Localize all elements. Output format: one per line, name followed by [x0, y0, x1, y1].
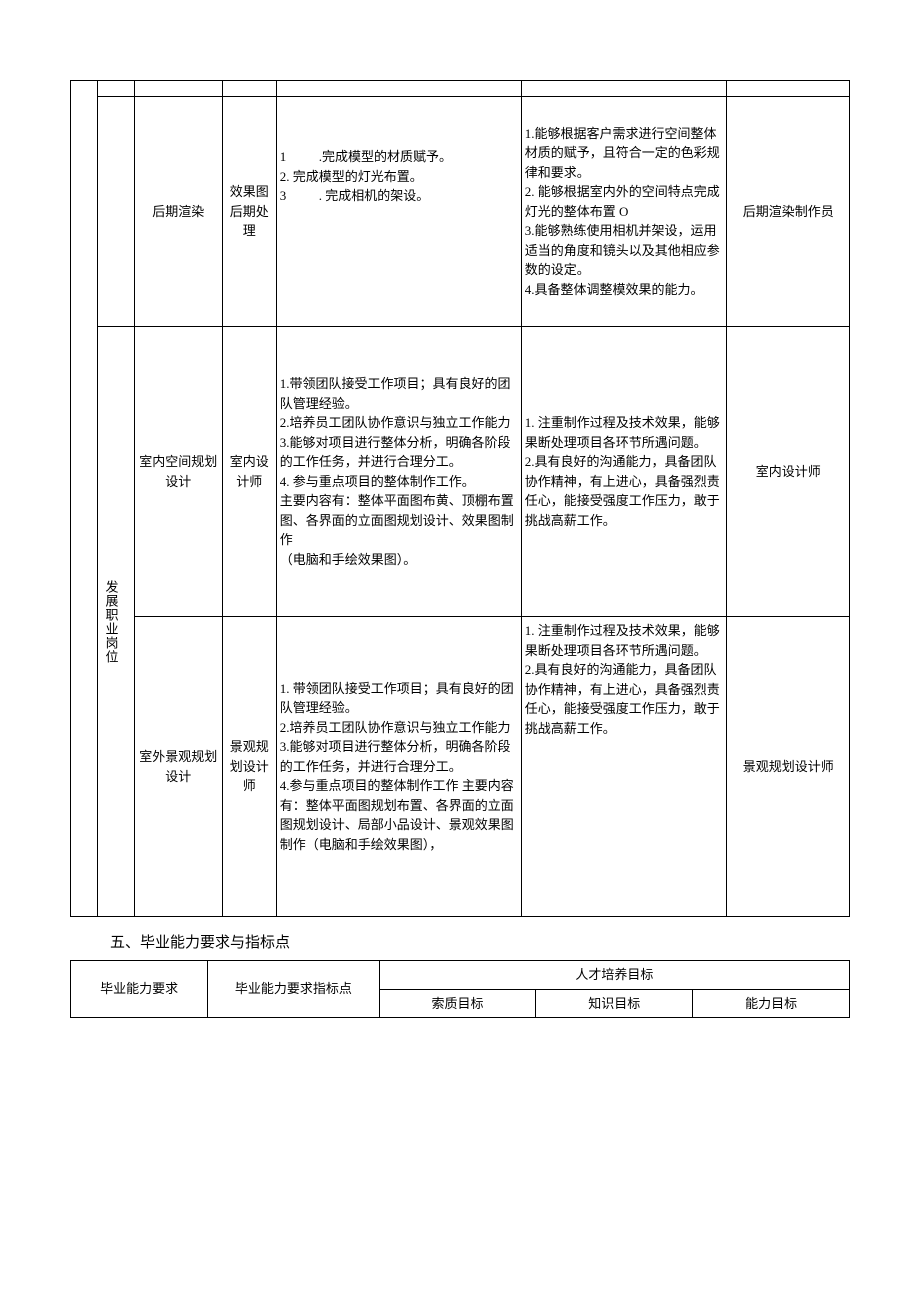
table-row: 室外景观规划设计 景观规划设计师 1. 带领团队接受工作项目；具有良好的团队管理…	[71, 617, 850, 917]
position-cell: 室内设计师	[727, 327, 850, 617]
section-title: 五、毕业能力要求与指标点	[110, 931, 850, 952]
category-label: 发展职业岗位	[101, 580, 121, 664]
graduation-table: 毕业能力要求 毕业能力要求指标点 人才培养目标 索质目标 知识目标 能力目标	[70, 960, 850, 1018]
task-cell: 1.带领团队接受工作项目；具有良好的团队管理经验。 2.培养员工团队协作意识与独…	[276, 327, 521, 617]
header-cell: 能力目标	[693, 989, 850, 1018]
header-cell: 索质目标	[379, 989, 536, 1018]
role-cell: 室内设计师	[222, 327, 276, 617]
table-row: 后期渲染 效果图后期处理 1 .完成模型的材质赋予。 2. 完成模型的灯光布置。…	[71, 97, 850, 327]
task-cell: 1 .完成模型的材质赋予。 2. 完成模型的灯光布置。 3 . 完成相机的架设。	[276, 97, 521, 327]
role-cell: 景观规划设计师	[222, 617, 276, 917]
table-cell	[727, 81, 850, 97]
ability-cell: 1. 注重制作过程及技术效果，能够果断处理项目各环节所遇问题。 2.具有良好的沟…	[521, 617, 727, 917]
table-row: 发展职业岗位 室内空间规划设计 室内设计师 1.带领团队接受工作项目；具有良好的…	[71, 327, 850, 617]
header-cell: 知识目标	[536, 989, 693, 1018]
job-name-cell: 室外景观规划设计	[134, 617, 222, 917]
ability-cell: 1. 注重制作过程及技术效果，能够果断处理项目各环节所遇问题。 2.具有良好的沟…	[521, 327, 727, 617]
main-table: 后期渲染 效果图后期处理 1 .完成模型的材质赋予。 2. 完成模型的灯光布置。…	[70, 80, 850, 917]
ability-cell: 1.能够根据客户需求进行空间整体材质的赋予，且符合一定的色彩规律和要求。 2. …	[521, 97, 727, 327]
task-cell: 1. 带领团队接受工作项目；具有良好的团队管理经验。 2.培养员工团队协作意识与…	[276, 617, 521, 917]
table-cell	[97, 97, 134, 327]
category-cell: 发展职业岗位	[97, 327, 134, 917]
table-cell	[97, 81, 134, 97]
job-name-cell: 室内空间规划设计	[134, 327, 222, 617]
position-cell: 后期渲染制作员	[727, 97, 850, 327]
table-cell	[276, 81, 521, 97]
header-cell: 毕业能力要求	[71, 961, 208, 1018]
table-cell	[222, 81, 276, 97]
role-cell: 效果图后期处理	[222, 97, 276, 327]
position-cell: 景观规划设计师	[727, 617, 850, 917]
table-header-row: 毕业能力要求 毕业能力要求指标点 人才培养目标	[71, 961, 850, 990]
header-group-cell: 人才培养目标	[379, 961, 849, 990]
table-header-strip	[71, 81, 850, 97]
table-cell	[521, 81, 727, 97]
table-cell	[71, 81, 98, 917]
header-cell: 毕业能力要求指标点	[208, 961, 379, 1018]
table-cell	[134, 81, 222, 97]
job-name-cell: 后期渲染	[134, 97, 222, 327]
